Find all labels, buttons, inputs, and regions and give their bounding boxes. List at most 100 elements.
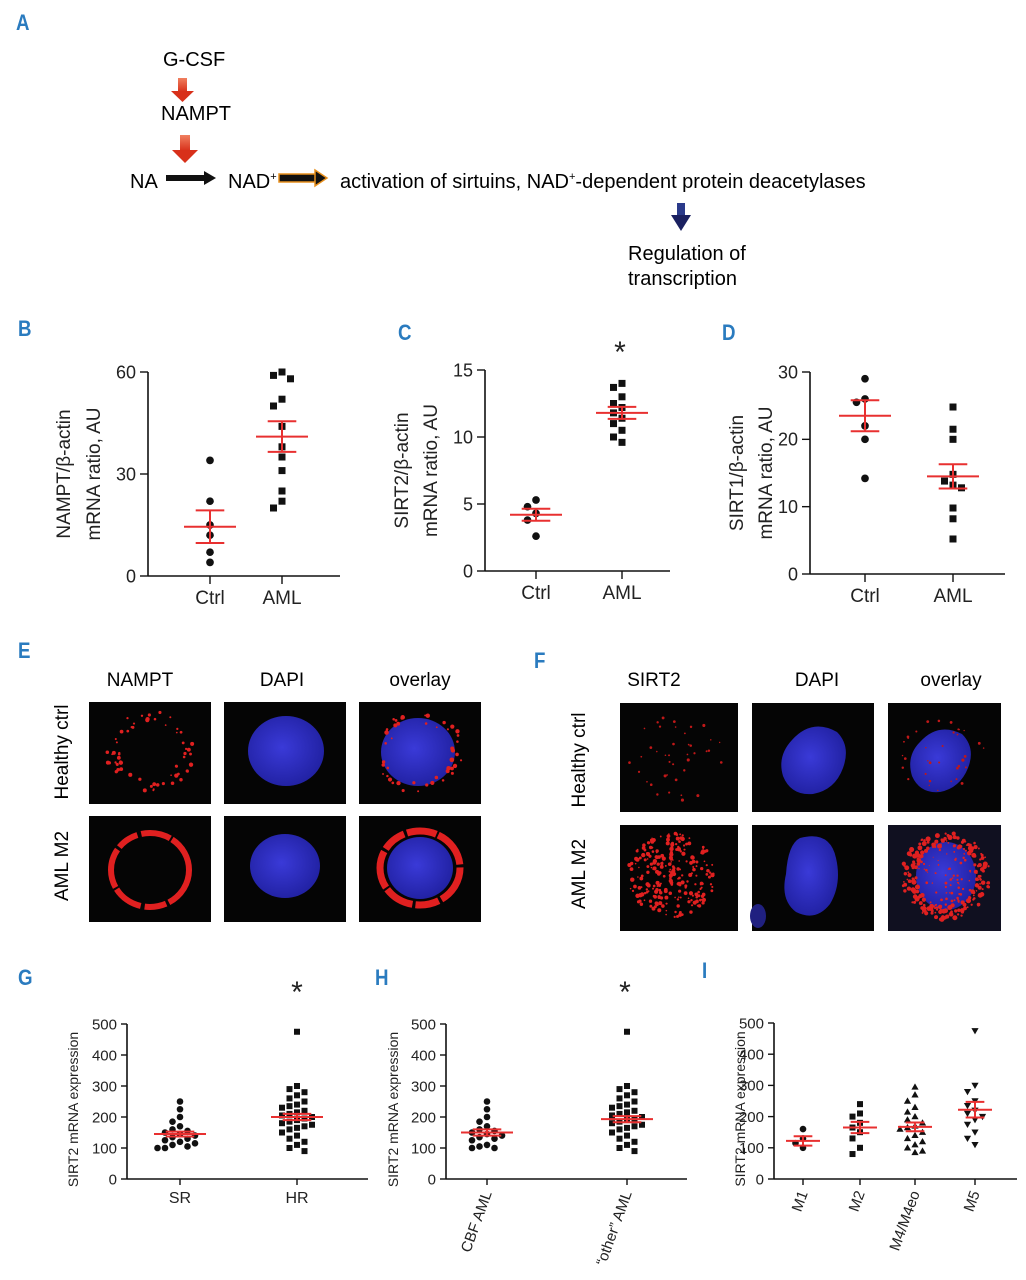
chart-i-point: [971, 1117, 979, 1124]
fluorescence-speckle: [672, 859, 674, 861]
fluorescence-speckle: [685, 842, 689, 846]
fluorescence-speckle: [645, 882, 650, 887]
fluorescence-speckle: [963, 906, 967, 911]
fluorescence-speckle: [446, 728, 449, 731]
fluorescence-speckle: [392, 717, 395, 721]
chart-h-point: [616, 1086, 623, 1093]
fluorescence-speckle: [911, 878, 916, 882]
fluorescence-speckle: [710, 872, 715, 878]
fluorescence-speckle: [668, 855, 673, 860]
chart-i-point: [799, 1144, 807, 1152]
chart-g-ytick-label: 0: [109, 1171, 117, 1188]
fluorescence-speckle: [938, 909, 943, 914]
fluorescence-speckle: [381, 763, 386, 767]
panel-label-g: G: [18, 965, 33, 990]
fluorescence-speckle: [923, 868, 925, 870]
fluorescence-speckle: [668, 754, 671, 757]
chart-i-point: [971, 1028, 979, 1035]
fluorescence-speckle: [921, 841, 927, 847]
fluorescence-speckle: [958, 847, 961, 849]
fluorescence-speckle: [639, 902, 644, 906]
fluorescence-speckle: [425, 713, 430, 718]
fluorescence-speckle: [176, 727, 179, 731]
fluorescence-speckle: [977, 904, 980, 907]
fluorescence-speckle: [667, 862, 672, 867]
chart-c-point: [523, 516, 532, 524]
fluorescence-speckle: [646, 865, 650, 869]
fluorescence-speckle: [917, 845, 923, 851]
chart-h-point: [624, 1101, 630, 1108]
fluorescence-speckle: [922, 841, 927, 846]
fluorescence-speckle: [976, 902, 981, 907]
fluorescence-speckle: [929, 901, 932, 904]
fluorescence-speckle: [114, 737, 117, 741]
fluorescence-speckle: [661, 904, 665, 908]
fluorescence-speckle: [678, 913, 683, 917]
nad-label: NAD: [228, 171, 270, 193]
fluorescence-speckle: [643, 892, 646, 894]
e-healthy-dapi-image: [224, 702, 346, 804]
fluorescence-speckle: [689, 910, 693, 914]
fluorescence-speckle: [981, 888, 984, 891]
chart-d-point: [958, 484, 965, 492]
fluorescence-speckle: [699, 898, 702, 902]
e-aml-nampt-image: [89, 816, 211, 922]
fluorescence-speckle: [190, 741, 195, 746]
chart-g-point: [301, 1148, 308, 1155]
chart-h-point: [476, 1133, 483, 1141]
fluorescence-speckle: [957, 899, 960, 903]
fluorescence-speckle: [962, 856, 965, 860]
chart-d-point: [861, 374, 869, 383]
fluorescence-speckle: [937, 719, 941, 723]
fluorescence-speckle: [910, 879, 913, 882]
chart-i-point: [903, 1097, 912, 1104]
chart-c-point: [610, 400, 617, 407]
fluorescence-speckle: [919, 896, 922, 899]
chart-d-point: [861, 435, 869, 444]
fluorescence-speckle: [906, 878, 909, 881]
chart-i-series-3: [958, 1028, 992, 1149]
chart-h-point: [631, 1115, 638, 1122]
fluorescence-speckle: [669, 850, 674, 855]
chart-g-point: [279, 1112, 285, 1119]
fluorescence-speckle: [955, 857, 957, 860]
fluorescence-speckle: [674, 726, 677, 728]
fluorescence-speckle: [441, 779, 445, 782]
fluorescence-speckle: [918, 901, 923, 906]
fluorescence-speckle: [959, 893, 963, 896]
fluorescence-speckle: [971, 852, 977, 858]
fluorescence-speckle: [926, 906, 932, 911]
fluorescence-speckle: [170, 774, 172, 777]
fluorescence-speckle: [972, 894, 975, 897]
chart-i-xtick-label: M5: [961, 1189, 984, 1214]
chart-g-point: [301, 1089, 308, 1096]
fluorescence-speckle: [665, 909, 668, 912]
fluorescence-speckle: [145, 717, 150, 723]
gcsf-label: G-CSF: [163, 49, 225, 71]
chart-g-xtick-label: HR: [285, 1190, 308, 1207]
fluorescence-speckle: [656, 850, 659, 852]
regulation-line-1: Regulation of: [628, 243, 746, 265]
fluorescence-speckle: [641, 846, 646, 850]
fluorescence-speckle: [186, 770, 189, 773]
fluorescence-speckle: [941, 915, 945, 919]
fluorescence-speckle: [922, 906, 927, 911]
chart-h-point: [468, 1129, 476, 1136]
chart-h-point: [631, 1089, 638, 1096]
chart-h-point: [624, 1124, 630, 1131]
fluorescence-speckle: [652, 884, 656, 888]
f-aml-sirt2-image: [620, 825, 738, 931]
fluorescence-speckle: [686, 753, 689, 756]
chart-i-point: [799, 1135, 807, 1142]
fluorescence-speckle: [702, 723, 706, 728]
fluorescence-speckle: [951, 877, 954, 879]
fluorescence-speckle: [682, 844, 686, 847]
chart-h-point: [616, 1126, 623, 1133]
fluorescence-speckle: [956, 881, 959, 884]
chart-d-point: [861, 474, 869, 483]
chart-h-point: [476, 1143, 483, 1150]
fluorescence-speckle: [640, 874, 644, 878]
chart-b-point: [278, 422, 286, 430]
fluorescence-speckle: [911, 901, 914, 904]
fluorescence-speckle: [911, 866, 915, 870]
